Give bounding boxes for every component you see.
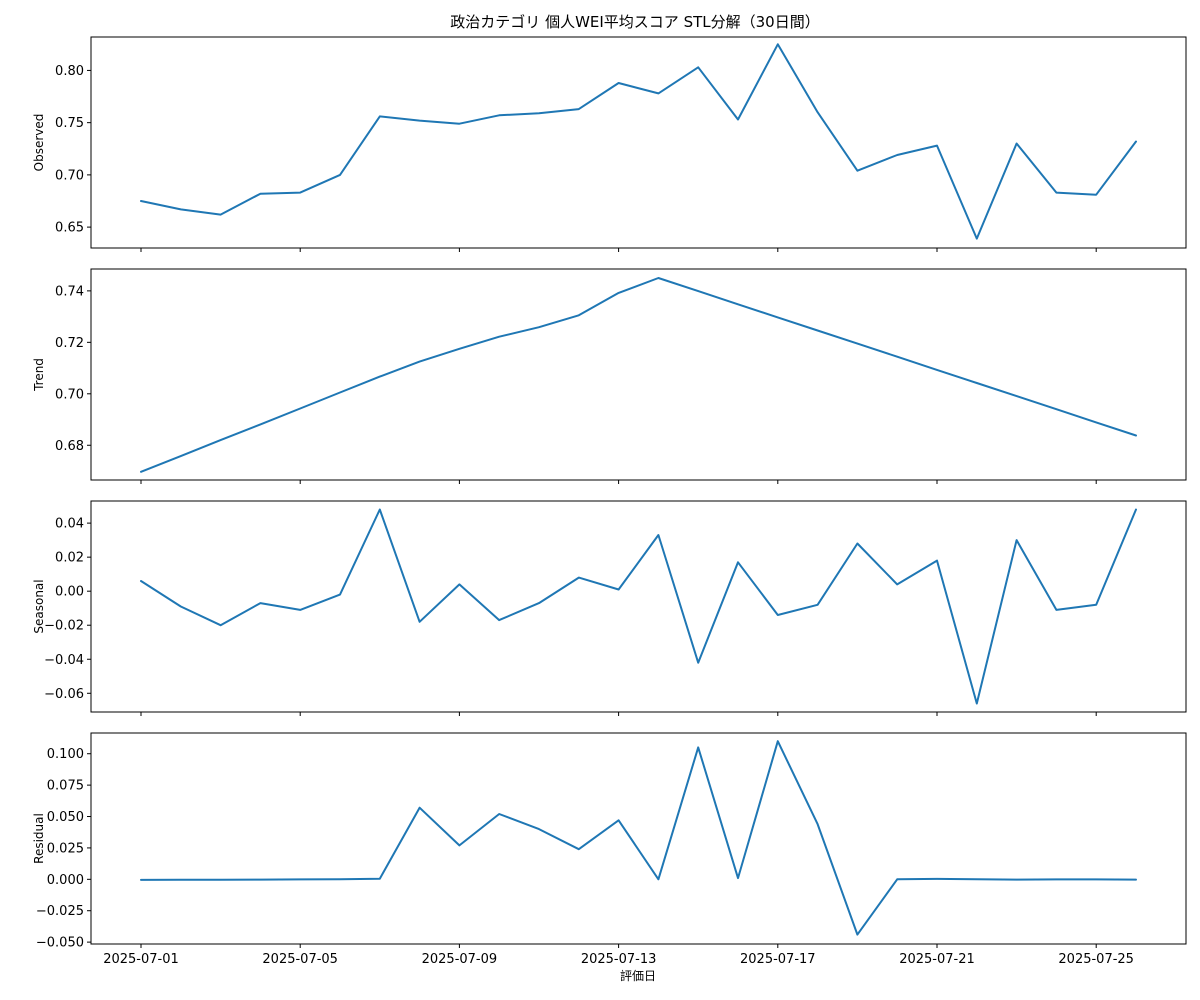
- series-line-trend: [140, 277, 1137, 473]
- y-tick-label: 0.70: [55, 168, 84, 183]
- y-tick-label: 0.050: [47, 810, 84, 825]
- y-tick-label: 0.65: [55, 221, 84, 236]
- y-tick-label: 0.02: [55, 551, 84, 566]
- panels-group: 0.65 0.70 0.75 0.80 Observed 0.68 0.70 0.72 0.74…: [32, 36, 1187, 967]
- series-line-seasonal: [140, 508, 1137, 705]
- x-tick-label: 2025-07-25: [1058, 952, 1134, 967]
- y-tick-label: −0.02: [44, 619, 84, 634]
- y-tick-label: 0.00: [55, 585, 84, 600]
- panel-observed: 0.65 0.70 0.75 0.80 Observed: [32, 36, 1187, 252]
- y-tick-label: 0.025: [47, 841, 84, 856]
- x-axis-label: 評価日: [620, 968, 656, 983]
- chart-title: 政治カテゴリ 個人WEI平均スコア STL分解（30日間）: [450, 13, 819, 31]
- x-tick-label: 2025-07-17: [740, 952, 816, 967]
- y-tick-label: 0.075: [47, 779, 84, 794]
- x-tick-label: 2025-07-21: [899, 952, 975, 967]
- plot-frame: [90, 732, 1187, 945]
- y-tick-label: 0.72: [55, 336, 84, 351]
- plot-frame: [90, 36, 1187, 249]
- y-tick-label: −0.06: [44, 687, 84, 702]
- plot-frame: [90, 268, 1187, 481]
- y-tick-label: −0.04: [44, 653, 84, 668]
- y-tick-label: 0.100: [47, 747, 84, 762]
- panel-residual: −0.050 −0.025 0.000 0.025 0.050 0.075 0.100 202…: [32, 732, 1187, 967]
- series-line-residual: [140, 740, 1137, 936]
- y-axis-label: Residual: [32, 813, 46, 864]
- x-tick-label: 2025-07-13: [581, 952, 657, 967]
- y-tick-label: 0.000: [47, 873, 84, 888]
- y-axis-label: Seasonal: [32, 579, 46, 633]
- panel-trend: 0.68 0.70 0.72 0.74 Trend: [32, 268, 1187, 484]
- y-axis-label: Observed: [32, 114, 46, 172]
- panel-seasonal: −0.06 −0.04 −0.02 0.00 0.02 0.04 Seasonal: [32, 500, 1187, 716]
- y-tick-label: 0.68: [55, 439, 84, 454]
- y-tick-label: 0.80: [55, 64, 84, 79]
- y-tick-label: −0.050: [36, 936, 84, 951]
- x-tick-label: 2025-07-01: [103, 952, 179, 967]
- y-tick-label: −0.025: [36, 904, 84, 919]
- x-tick-label: 2025-07-05: [262, 952, 338, 967]
- y-tick-label: 0.70: [55, 387, 84, 402]
- plot-frame: [90, 500, 1187, 713]
- series-line-observed: [140, 43, 1137, 240]
- x-tick-label: 2025-07-09: [422, 952, 498, 967]
- y-tick-label: 0.74: [55, 284, 84, 299]
- y-tick-label: 0.75: [55, 116, 84, 131]
- y-axis-label: Trend: [32, 358, 46, 392]
- y-tick-label: 0.04: [55, 517, 84, 532]
